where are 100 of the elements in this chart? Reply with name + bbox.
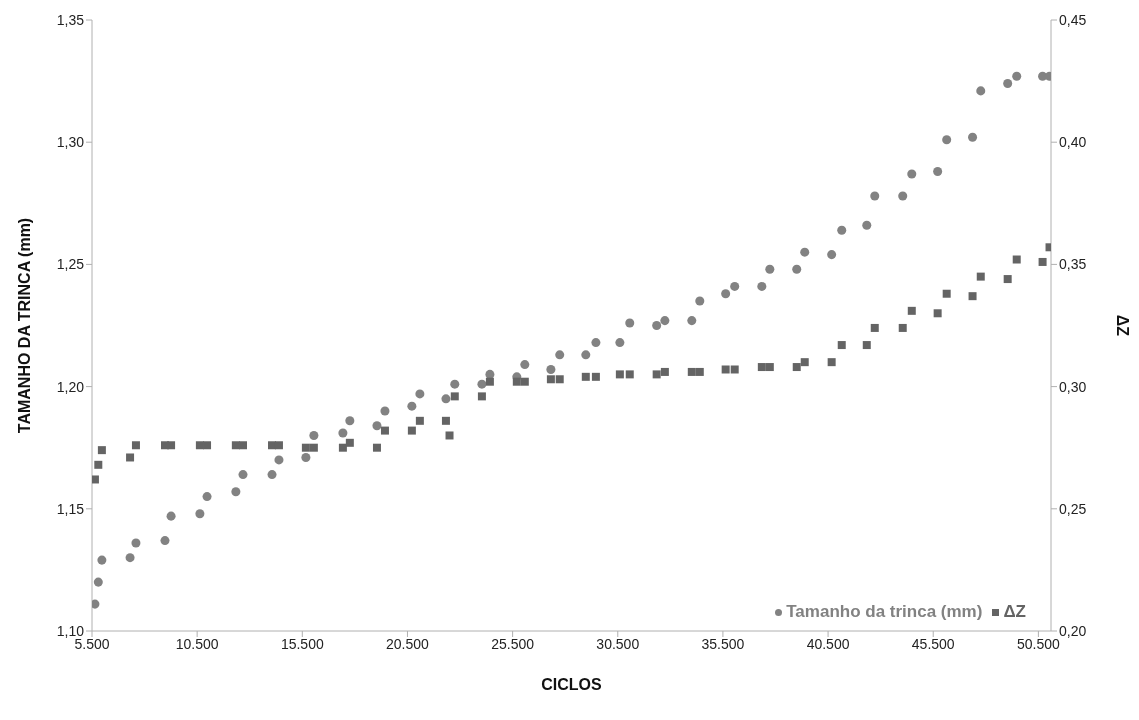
point	[97, 446, 106, 455]
point	[380, 406, 390, 416]
point	[660, 316, 670, 326]
point	[477, 392, 486, 401]
point	[372, 443, 381, 452]
point	[97, 555, 107, 565]
point	[1012, 71, 1022, 81]
point	[202, 492, 212, 502]
point	[907, 306, 916, 315]
point	[652, 320, 662, 331]
point	[231, 487, 241, 497]
point	[792, 363, 801, 372]
point	[765, 363, 774, 372]
point	[92, 599, 100, 609]
x-tick-label: 45.500	[911, 635, 955, 652]
point	[1003, 79, 1013, 89]
y-tick-label: 1,30	[56, 134, 85, 151]
point	[415, 389, 425, 399]
point	[907, 169, 917, 179]
point	[660, 367, 669, 376]
point	[512, 377, 521, 386]
point	[625, 318, 635, 328]
point	[730, 365, 739, 374]
point	[131, 538, 141, 548]
point	[131, 441, 140, 450]
point	[968, 132, 978, 142]
x-tick-label: 25.500	[491, 635, 535, 652]
point	[862, 220, 872, 230]
point	[942, 289, 951, 298]
point	[1012, 255, 1021, 264]
point	[274, 441, 283, 450]
point	[166, 511, 176, 521]
point	[555, 350, 565, 360]
point	[870, 191, 880, 201]
y-tick-label: 1,25	[56, 256, 85, 273]
point	[625, 370, 634, 379]
x-tick-label: 30.500	[596, 635, 640, 652]
point	[485, 377, 494, 386]
point	[581, 372, 590, 381]
y-tick-label: 1,20	[56, 378, 85, 395]
point	[415, 416, 424, 425]
y-tick-label: 1,15	[56, 500, 85, 517]
point	[687, 367, 696, 376]
point	[837, 225, 847, 235]
point	[520, 377, 529, 386]
point	[94, 460, 103, 469]
point	[976, 86, 986, 96]
point	[615, 338, 625, 348]
legend-label: ΔZ	[1003, 602, 1026, 621]
y2-axis-title: ΔZ	[1114, 314, 1132, 337]
point	[591, 338, 601, 348]
x-tick-label: 10.500	[175, 635, 219, 652]
y-tick-label: 1,35	[56, 11, 85, 28]
point	[485, 369, 495, 379]
point	[203, 441, 212, 450]
point	[309, 430, 319, 440]
point	[870, 323, 879, 332]
point	[591, 372, 600, 381]
point	[827, 250, 837, 260]
y2-tick-label: 0,30	[1059, 378, 1087, 395]
y2-tick-label: 0,35	[1059, 256, 1087, 273]
point	[92, 475, 99, 484]
point	[757, 363, 766, 372]
y-axis-title: TAMANHO DA TRINCA (mm)	[15, 217, 33, 434]
point	[301, 443, 310, 452]
point	[898, 191, 908, 201]
point	[546, 364, 556, 374]
point	[160, 536, 170, 546]
y2-tick-label: 0,20	[1059, 622, 1087, 639]
point	[167, 441, 176, 450]
point	[827, 358, 836, 367]
point	[520, 360, 530, 370]
x-tick-label: 50.500	[1016, 635, 1060, 652]
point	[933, 167, 943, 177]
point	[730, 281, 740, 291]
point	[695, 296, 705, 306]
point	[338, 428, 348, 438]
point	[800, 358, 809, 367]
point	[765, 264, 775, 274]
point	[372, 421, 382, 431]
point	[125, 553, 135, 563]
point	[441, 416, 450, 425]
point	[301, 452, 311, 462]
point	[445, 431, 454, 440]
x-axis-title: CICLOS	[541, 676, 603, 693]
y2-tick-label: 0,40	[1059, 134, 1087, 151]
point	[338, 443, 347, 452]
y2-tick-label: 0,45	[1059, 11, 1087, 28]
point	[195, 509, 205, 519]
y2-tick-label: 0,25	[1059, 500, 1087, 517]
point	[862, 341, 871, 350]
point	[898, 323, 907, 332]
point	[93, 577, 103, 587]
point	[687, 316, 697, 326]
point	[757, 281, 767, 291]
point	[450, 379, 460, 389]
point	[933, 309, 942, 318]
point	[407, 426, 416, 435]
point	[274, 455, 284, 465]
point	[407, 401, 417, 411]
